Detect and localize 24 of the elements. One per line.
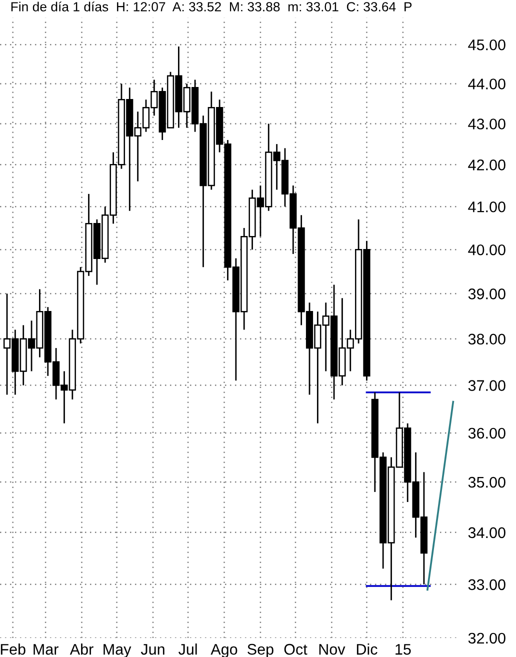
x-tick-label: Oct: [284, 644, 308, 655]
x-tick-label: Nov: [319, 644, 346, 655]
y-tick-label: 34.00: [468, 527, 506, 538]
x-tick-label: Jul: [178, 644, 197, 655]
y-tick-label: 42.00: [468, 160, 506, 170]
y-tick-label: 44.00: [468, 78, 506, 90]
y-tick-label: 43.00: [468, 118, 506, 130]
y-tick-label: 36.00: [468, 428, 506, 439]
y-tick-label: 37.00: [468, 380, 506, 391]
y-tick-label: 32.00: [468, 632, 506, 644]
y-tick-label: 40.00: [468, 244, 506, 256]
x-tick-label: 15: [396, 644, 411, 655]
x-tick-label: Abr: [70, 644, 94, 655]
y-tick-label: 45.00: [468, 39, 506, 50]
y-tick-label: 33.00: [468, 579, 506, 590]
x-tick-label: Jun: [140, 644, 164, 655]
y-tick-label: 38.00: [468, 334, 506, 345]
chart-title: Fin de día 1 días H: 12:07 A: 33.52 M: 33.88 m: 33.01 C: 33.64 P: [11, 2, 412, 12]
x-tick-label: Mar: [34, 644, 58, 655]
y-tick-label: 35.00: [468, 476, 506, 488]
x-tick-label: Dic: [356, 644, 378, 655]
x-tick-label: Feb: [0, 644, 26, 655]
y-tick-label: 41.00: [468, 201, 506, 212]
y-tick-label: 39.00: [468, 288, 506, 300]
